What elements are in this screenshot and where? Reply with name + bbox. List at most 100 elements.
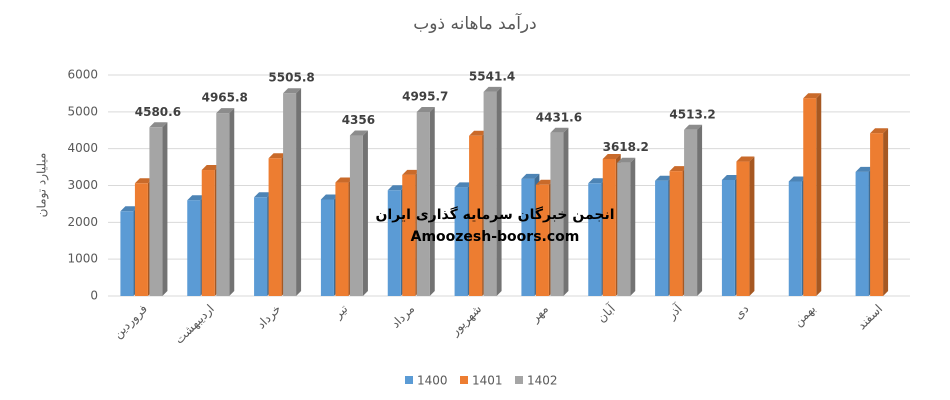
y-axis-label: میلیارد تومان [35, 153, 50, 218]
bar-top [617, 157, 636, 163]
bar-top [216, 108, 235, 114]
value-label: 3618.2 [603, 140, 649, 154]
bar-top [134, 178, 153, 184]
bar-depth [429, 106, 435, 296]
y-tick-label: 3000 [67, 178, 98, 192]
bar-top [120, 206, 139, 212]
legend-label: 1402 [527, 374, 558, 388]
bar-depth [816, 93, 822, 296]
bar [216, 113, 230, 296]
x-tick-label: اردیبهشت [172, 302, 218, 348]
bar-top [788, 176, 807, 182]
bar [454, 187, 468, 296]
value-label: 4431.6 [536, 110, 582, 124]
bar-depth [229, 108, 235, 296]
bar-top [416, 106, 435, 112]
bar-depth [630, 157, 636, 296]
bar [134, 183, 148, 296]
x-tick-label: آذر [663, 301, 686, 324]
bar [855, 171, 869, 296]
x-tick-label: دی [731, 302, 751, 322]
bar-top [803, 93, 822, 99]
legend-label: 1400 [417, 374, 448, 388]
bar [550, 132, 564, 296]
value-label: 4965.8 [202, 91, 248, 105]
value-label: 4580.6 [135, 105, 181, 119]
bar-top [483, 86, 502, 92]
bar [268, 158, 282, 296]
legend-swatch [460, 376, 468, 384]
bar [669, 171, 683, 296]
bar [483, 91, 497, 296]
bar-depth [883, 128, 889, 296]
bar-top [201, 165, 220, 171]
value-label: 5541.4 [469, 69, 515, 83]
bar [602, 158, 616, 296]
bar [870, 133, 884, 296]
bar-top [521, 173, 540, 179]
bar [120, 211, 134, 296]
watermark: Amoozesh-boors.com [411, 229, 580, 245]
bar-top [535, 179, 554, 185]
bar [201, 170, 215, 296]
bar-top [870, 128, 889, 134]
bar-top [149, 122, 168, 128]
legend-swatch [405, 376, 413, 384]
bar-depth [162, 122, 168, 296]
bar-depth [296, 88, 302, 296]
bar [617, 162, 631, 296]
bar-top [684, 124, 703, 130]
bar-top [387, 185, 406, 191]
value-label: 4513.2 [669, 107, 715, 121]
bar-top [588, 178, 607, 184]
bar-top [254, 192, 273, 198]
bar-depth [496, 86, 502, 296]
y-tick-label: 0 [90, 289, 98, 303]
bar-top [268, 153, 287, 159]
bar-depth [749, 156, 755, 296]
chart-title: درآمد ماهانه ذوب [413, 12, 536, 34]
bar-top [655, 175, 674, 181]
x-tick-label: شهریور [447, 302, 485, 340]
y-tick-label: 1000 [67, 252, 98, 266]
bar [349, 135, 363, 296]
bar [335, 182, 349, 296]
bar [721, 179, 735, 296]
bar [521, 178, 535, 296]
y-tick-label: 6000 [67, 68, 98, 82]
bar-depth [697, 124, 703, 297]
y-tick-label: 5000 [67, 104, 98, 118]
bar-top [320, 194, 339, 200]
bar [588, 183, 602, 296]
x-tick-label: مهر [527, 302, 551, 326]
bar [469, 135, 483, 296]
bar-depth [362, 130, 368, 296]
bar [387, 190, 401, 296]
x-tick-label: مرداد [388, 302, 418, 332]
x-tick-label: بهمن [791, 302, 819, 330]
bar [788, 181, 802, 296]
bar-top [855, 166, 874, 172]
bar [803, 98, 817, 296]
bar-top [335, 177, 354, 183]
bar-top [736, 156, 755, 162]
bar-top [349, 130, 368, 136]
x-tick-label: اسفند [854, 302, 885, 333]
x-tick-label: آبان [594, 301, 619, 326]
legend-label: 1401 [472, 374, 503, 388]
x-tick-label: فروردین [111, 302, 151, 342]
bar [535, 184, 549, 296]
y-tick-label: 2000 [67, 215, 98, 229]
watermark: انجمن خبرگان سرمایه گذاری ایران [375, 206, 614, 223]
bar [254, 197, 268, 296]
bar-top [602, 153, 621, 159]
bar-top [721, 174, 740, 180]
bar [187, 200, 201, 296]
x-tick-label: خرداد [254, 302, 284, 332]
value-label: 4356 [342, 113, 375, 127]
value-label: 4995.7 [402, 89, 448, 103]
bar-top [469, 130, 488, 136]
bar [320, 199, 334, 296]
bar [283, 93, 297, 296]
